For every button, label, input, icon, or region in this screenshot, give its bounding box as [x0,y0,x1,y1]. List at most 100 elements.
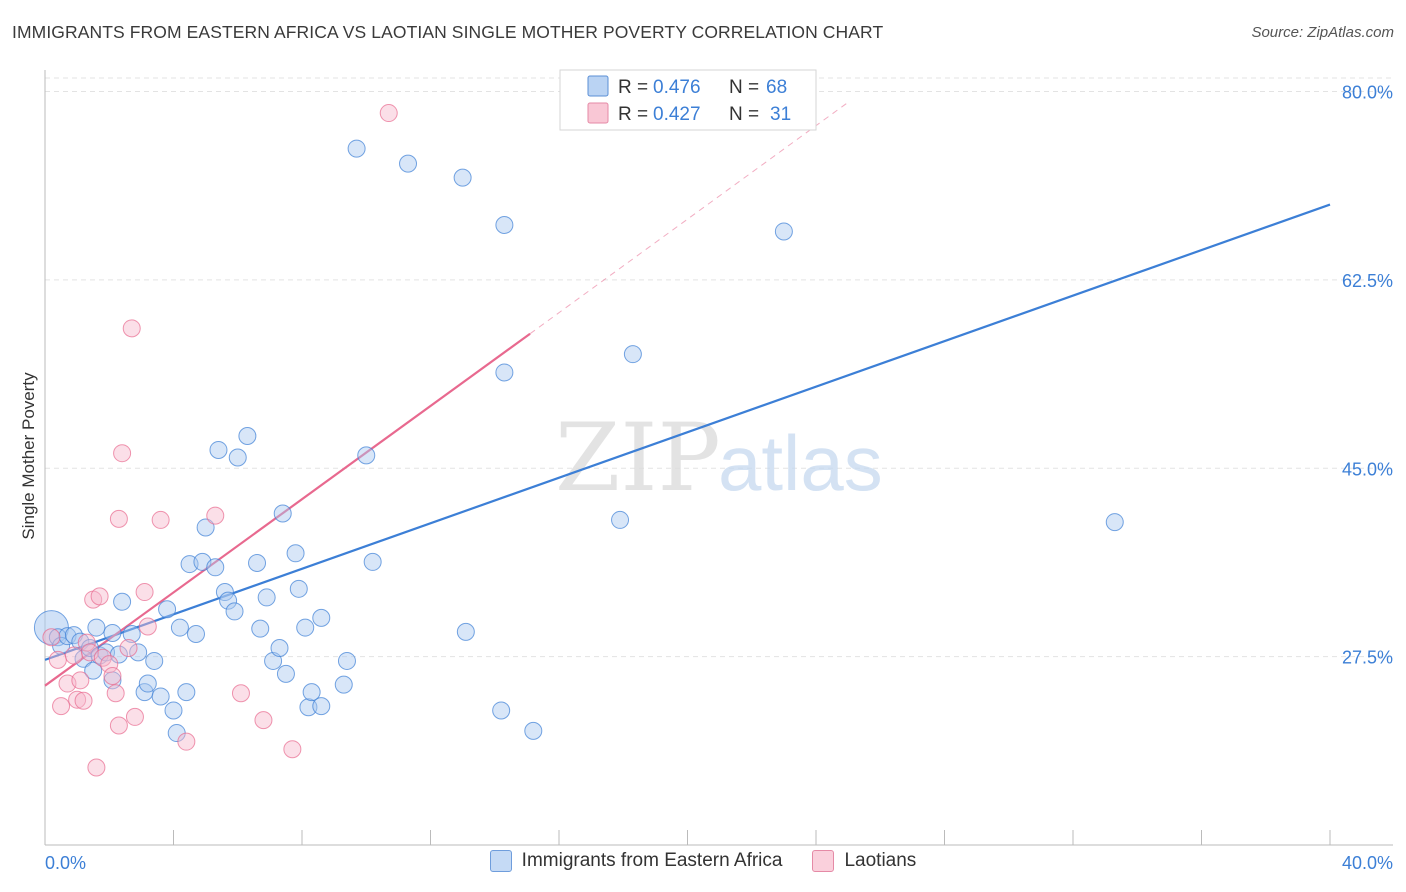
point-eastern-africa [251,619,270,638]
legend-r-value-1: 0.476 [653,77,701,98]
point-eastern-africa [113,592,132,611]
point-eastern-africa [151,687,170,706]
legend-r-value-2: 0.427 [653,104,701,125]
point-eastern-africa [456,622,475,641]
legend-r-label-1: R = [618,77,648,98]
point-eastern-africa [186,625,205,644]
trend-line-eastern-africa [44,203,1331,661]
point-laotians [106,684,125,703]
watermark-atlas: atlas [718,419,883,507]
y-tick-label: 80.0% [1342,83,1393,103]
point-eastern-africa [334,675,353,694]
point-laotians [151,510,170,529]
point-eastern-africa [158,600,177,619]
point-eastern-africa [774,222,793,241]
point-eastern-africa [337,651,356,670]
point-eastern-africa [87,618,106,637]
point-eastern-africa [228,448,247,467]
grid-lines [44,77,1393,845]
point-laotians [379,104,398,123]
legend-swatch-laotians [587,102,609,124]
point-laotians [100,655,119,674]
point-eastern-africa [399,154,418,173]
point-eastern-africa [312,697,331,716]
bottom-legend-item-laotians: Laotians [812,850,916,872]
legend: R = 0.476 N = 68 R = 0.427 N = 31 [559,69,817,131]
y-tick-label: 45.0% [1342,459,1393,479]
point-laotians [68,690,87,709]
svg-text:R = 0.476 N =: R = 0.476 N = 68 [618,77,787,98]
point-eastern-africa [196,518,215,537]
point-laotians [71,671,90,690]
bottom-legend-swatch-laotians [812,850,835,872]
point-laotians [177,732,196,751]
point-eastern-africa [164,701,183,720]
point-eastern-africa [286,544,305,563]
point-laotians [109,716,128,735]
point-laotians [109,509,128,528]
point-eastern-africa [296,618,315,637]
point-laotians [103,667,122,686]
legend-n-value-1: 68 [766,77,787,98]
point-eastern-africa [122,625,141,644]
trend-line-laotians [44,332,531,687]
point-laotians [283,740,302,759]
point-eastern-africa [495,363,514,382]
point-eastern-africa [623,345,642,364]
x-tick-label-max: 40.0% [1342,853,1393,873]
point-laotians [254,711,273,730]
point-eastern-africa [248,553,267,572]
watermark: ZIP atlas [555,404,883,513]
point-eastern-africa [103,623,122,642]
chart-title: IMMIGRANTS FROM EASTERN AFRICA VS LAOTIA… [12,22,884,42]
point-eastern-africa [312,608,331,627]
point-eastern-africa [302,683,321,702]
point-eastern-africa [453,168,472,187]
point-laotians [42,628,61,647]
point-laotians [206,506,225,525]
legend-n-label-2: N = [729,104,759,125]
point-laotians [64,646,83,665]
point-laotians [52,697,71,716]
bottom-legend-label-eastern-africa: Immigrants from Eastern Africa [521,850,783,871]
y-axis-label: Single Mother Poverty [19,372,38,540]
point-eastern-africa [363,552,382,571]
point-eastern-africa [177,683,196,702]
point-eastern-africa [347,139,366,158]
chart-source: Source: ZipAtlas.com [1251,24,1394,41]
point-eastern-africa [495,216,514,234]
point-eastern-africa [257,588,276,607]
point-laotians [135,583,154,602]
trend-extension-laotians [529,101,849,335]
point-eastern-africa [84,661,103,680]
point-eastern-africa [1105,513,1124,532]
point-eastern-africa [524,721,543,740]
point-eastern-africa [129,643,148,662]
point-eastern-africa [145,651,164,670]
bottom-legend-label-laotians: Laotians [844,850,917,871]
watermark-zip: ZIP [555,404,721,513]
point-laotians [138,617,157,636]
legend-n-label-1: N = [729,77,759,98]
point-eastern-africa [299,698,318,717]
point-eastern-africa [170,618,189,637]
point-eastern-africa [225,602,244,621]
point-laotians [93,648,112,667]
point-eastern-africa [270,639,289,658]
bottom-legend-swatch-eastern-africa [489,850,512,872]
point-eastern-africa [611,510,630,529]
point-eastern-africa [357,446,376,465]
point-laotians [125,707,144,726]
axes [44,70,1393,846]
legend-r-label-2: R = [618,104,648,125]
point-laotians [77,633,96,652]
y-tick-label: 27.5% [1342,648,1393,668]
point-laotians [231,684,250,703]
point-eastern-africa [289,579,308,598]
point-eastern-africa [138,674,157,693]
svg-text:R = 0.427 N =: R = 0.427 N = 31 [618,104,791,125]
x-tick-label-min: 0.0% [45,853,86,873]
point-laotians [48,650,67,669]
point-eastern-africa [219,591,238,610]
